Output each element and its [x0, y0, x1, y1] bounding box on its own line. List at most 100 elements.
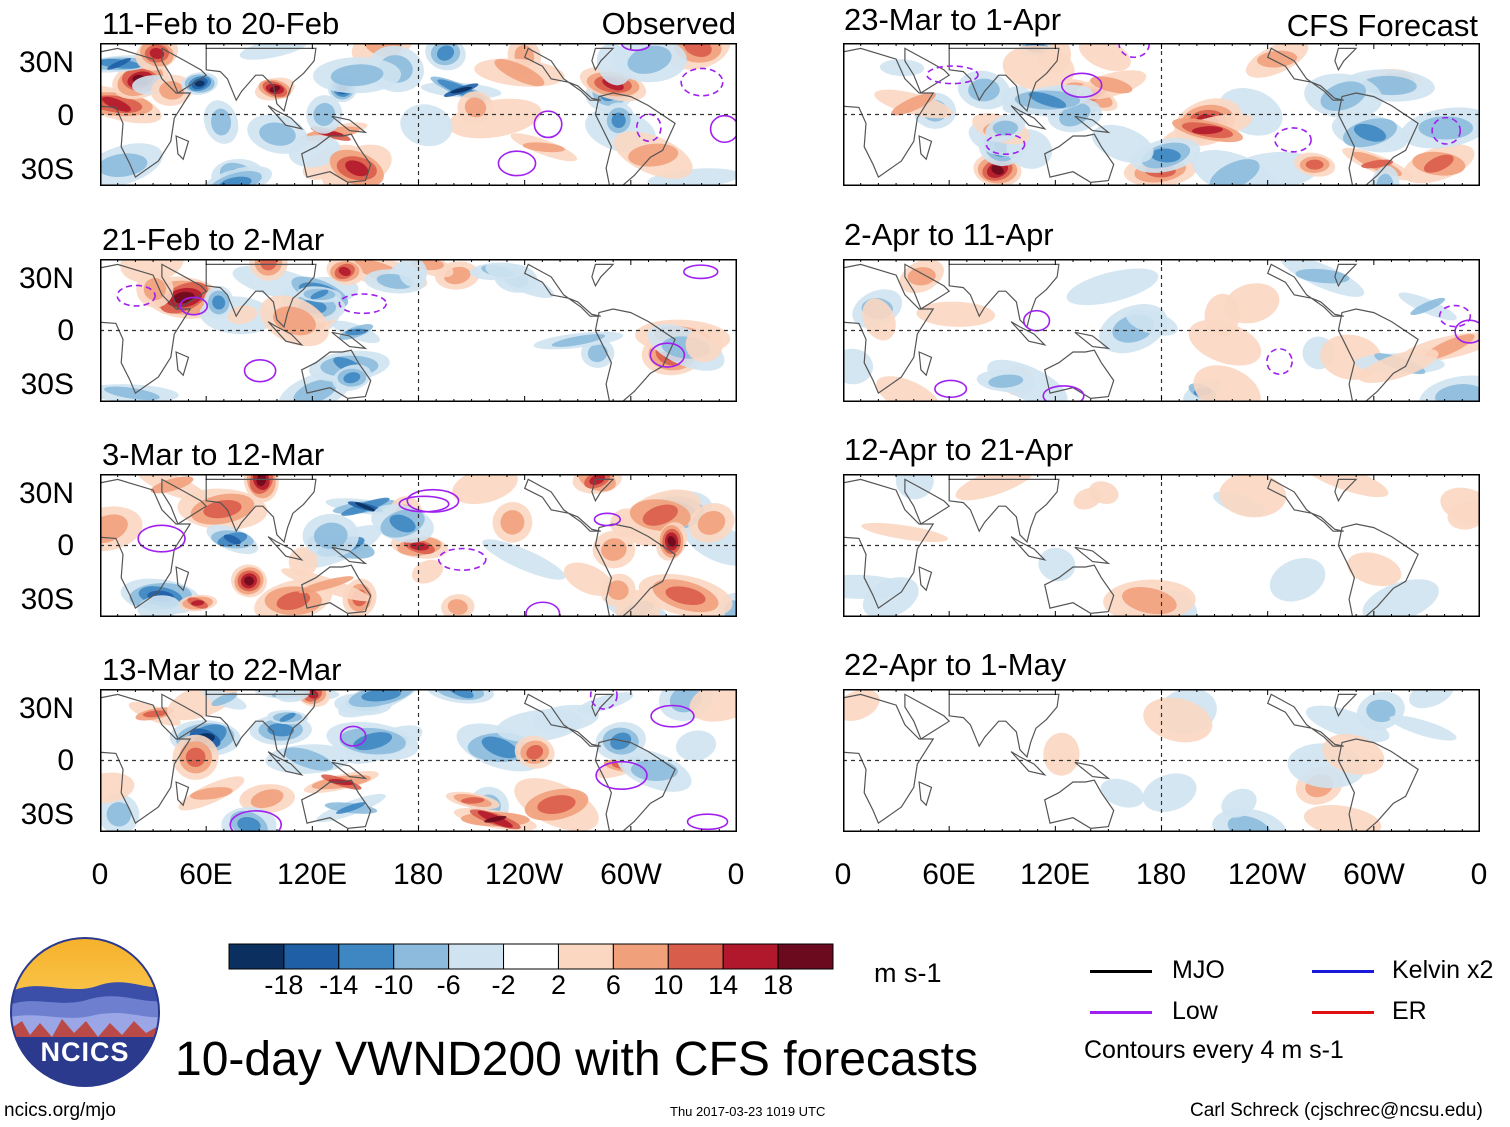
lon-label: 120W	[1227, 858, 1307, 891]
contours	[229, 689, 729, 832]
coastline	[843, 693, 935, 825]
coastline	[1010, 751, 1047, 776]
coastline	[594, 738, 676, 832]
lon-label: 0	[91, 858, 109, 891]
coastline	[1266, 693, 1344, 747]
panel-title-fc-1: 23-Mar to 1-Apr	[844, 2, 1062, 37]
coastline	[1266, 478, 1344, 532]
contour-line	[533, 110, 563, 139]
anomaly-blob	[104, 386, 160, 401]
anomaly-blob	[464, 97, 487, 118]
contour-line	[595, 760, 648, 790]
coastlines	[100, 47, 676, 186]
lon-label: 60E	[179, 858, 233, 891]
lon-label: 120E	[1019, 858, 1091, 891]
contour-line	[497, 150, 537, 177]
anomaly-blob	[185, 747, 206, 767]
colorbar-tick-label: 2	[550, 970, 566, 1000]
anomaly-blob	[143, 710, 167, 718]
anomaly-blob	[411, 559, 444, 584]
anomaly-blob	[450, 86, 472, 94]
anomaly-blob	[330, 64, 384, 87]
coastline	[175, 135, 190, 161]
anomaly-blob	[1347, 552, 1402, 587]
anomaly-blob	[336, 802, 366, 814]
anomaly-field	[100, 689, 737, 832]
coastline	[1010, 321, 1047, 346]
anomaly-blob	[194, 80, 205, 87]
contour-line	[680, 67, 724, 97]
coastline	[331, 546, 368, 565]
footer-credit: Carl Schreck (cjschrec@ncsu.edu)	[1190, 1100, 1483, 1121]
anomaly-blob	[452, 474, 518, 505]
lat-label: 30N	[18, 262, 74, 295]
legend-swatch-er	[1312, 1011, 1374, 1014]
panel-title-obs-3: 3-Mar to 12-Mar	[102, 437, 325, 472]
anomaly-blob	[630, 759, 678, 781]
anomaly-blob	[1002, 45, 1075, 91]
anomaly-blob	[1362, 579, 1439, 617]
anomaly-blob	[1066, 268, 1159, 306]
anomaly-blob	[100, 153, 148, 177]
legend-label-low: Low	[1172, 997, 1218, 1025]
anomaly-blob	[1122, 587, 1177, 615]
anomaly-blob	[955, 474, 1036, 501]
coastline	[1010, 105, 1047, 130]
contour-line	[179, 296, 209, 316]
coastline	[918, 351, 933, 377]
lon-label: 120W	[484, 858, 564, 891]
colorbar-swatch	[338, 943, 395, 970]
anomaly-blob	[101, 96, 132, 112]
legend-label-mjo: MJO	[1172, 956, 1225, 984]
coastline	[267, 105, 304, 130]
anomaly-blob	[338, 266, 351, 277]
anomaly-blob	[288, 135, 341, 168]
coastline	[175, 351, 190, 377]
coastline	[1074, 331, 1111, 350]
map-panel-fc-1	[843, 43, 1480, 186]
map-panel-obs-2	[100, 259, 737, 402]
coastline	[904, 693, 951, 740]
legend-label-er: ER	[1392, 997, 1427, 1025]
anomaly-blob	[485, 264, 554, 299]
anomaly-blob	[211, 108, 232, 136]
colorbar-tick-label: 14	[708, 970, 739, 1000]
anomaly-blob	[212, 295, 226, 310]
anomaly-blob	[227, 305, 258, 325]
anomaly-blob	[1126, 309, 1178, 336]
contour-line	[1042, 385, 1085, 402]
coastline	[1337, 523, 1419, 617]
anomaly-blob	[191, 600, 205, 606]
anomaly-blob	[237, 817, 261, 832]
anomaly-blob	[1366, 699, 1396, 723]
coastline	[161, 47, 208, 94]
anomaly-blob	[398, 259, 428, 288]
coastline	[301, 564, 372, 615]
coastline	[1044, 133, 1115, 184]
coastline	[591, 263, 615, 288]
anomaly-blob	[260, 259, 277, 271]
contour-line	[593, 512, 622, 527]
anomaly-blob	[607, 580, 629, 600]
lat-label: 0	[57, 314, 74, 347]
coastline	[100, 47, 192, 179]
contour-line	[649, 342, 686, 368]
anomaly-blob	[269, 85, 281, 93]
anomaly-blob	[120, 259, 185, 283]
panel-title-obs-2: 21-Feb to 2-Mar	[102, 222, 325, 257]
coastlines	[843, 693, 1419, 832]
contour-line	[137, 524, 186, 553]
anomaly-blob	[1305, 159, 1324, 170]
anomaly-blob	[273, 306, 316, 336]
anomaly-blob	[876, 376, 941, 402]
anomaly-blob	[219, 176, 252, 186]
panel-title-fc-2: 2-Apr to 11-Apr	[844, 217, 1054, 252]
footer-url[interactable]: ncics.org/mjo	[4, 1100, 116, 1121]
anomaly-blob	[685, 326, 724, 363]
anomaly-blob	[1389, 715, 1457, 741]
coastline	[1337, 92, 1419, 186]
anomaly-blob	[494, 59, 545, 87]
anomaly-blob	[173, 291, 195, 304]
coastline	[1337, 308, 1419, 402]
contours	[497, 43, 737, 177]
